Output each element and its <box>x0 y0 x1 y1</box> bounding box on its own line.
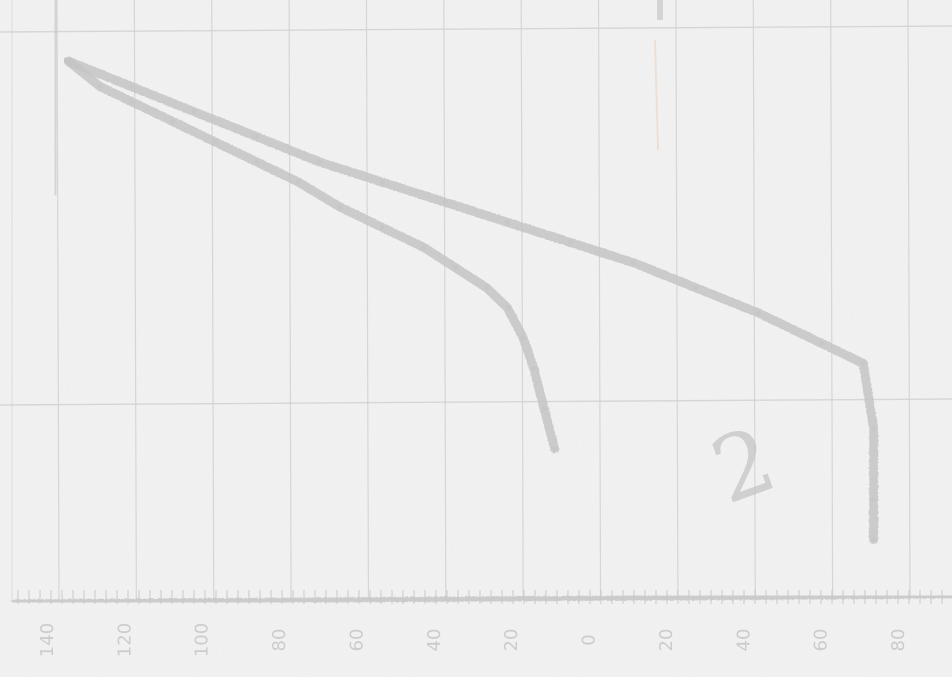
series-1-point <box>296 179 302 185</box>
gridline-vertical <box>520 0 524 601</box>
series-1-point <box>170 119 176 125</box>
series-2-point <box>505 219 511 225</box>
series-1-point <box>531 365 537 371</box>
gridline-vertical <box>752 0 756 601</box>
y-marker-line <box>52 0 59 196</box>
series-1-point <box>97 83 103 89</box>
x-tick-labels: 140 120 100 80 60 40 20 0 20 40 60 80 <box>37 623 909 657</box>
series-1-point <box>520 335 526 341</box>
x-axis-line <box>11 593 952 605</box>
series-2-point <box>379 179 385 185</box>
gridline-vertical <box>597 0 602 601</box>
x-tick-label: 60 <box>346 629 367 652</box>
series-2-point <box>818 340 824 346</box>
gridline-vertical <box>365 0 370 601</box>
x-tick-label: 20 <box>656 629 677 652</box>
x-tick-label: 100 <box>192 623 213 657</box>
series-2-point <box>128 83 134 89</box>
series-2-point <box>871 496 877 502</box>
x-tick-label: 40 <box>424 629 445 652</box>
axes <box>11 0 952 605</box>
gridline-vertical <box>443 0 447 601</box>
series-1-point <box>379 224 385 230</box>
series-1-point <box>212 139 218 145</box>
series-2-point <box>316 159 322 165</box>
gridline-vertical <box>211 0 215 601</box>
series-2-point <box>254 134 260 140</box>
series-2-point <box>860 360 866 366</box>
x-tick-label: 20 <box>501 629 522 652</box>
series-1-point <box>421 245 427 251</box>
gridline-horizontal <box>0 25 952 33</box>
gridline-horizontal <box>0 398 952 406</box>
x-tick-label: 60 <box>811 629 832 652</box>
series-layer <box>64 56 879 545</box>
series-2-point <box>65 58 71 64</box>
series-1-point <box>484 285 490 291</box>
series-2-point <box>567 239 573 245</box>
series-1-point <box>128 98 134 104</box>
series-2-point <box>756 310 762 316</box>
series-2-point <box>442 199 448 205</box>
series-2-point <box>871 426 877 432</box>
gridline-vertical <box>907 0 911 601</box>
series-1-point <box>254 159 260 165</box>
x-tick-label: 140 <box>37 623 58 657</box>
series-2-point <box>693 285 699 291</box>
x-tick-label: 80 <box>888 629 909 652</box>
x-tick-label: 80 <box>269 629 290 652</box>
x-tick-label: 40 <box>733 629 754 652</box>
gridline-vertical <box>675 0 679 601</box>
gridline-vertical <box>830 0 834 601</box>
x-tick-label: 0 <box>579 634 600 645</box>
grid <box>0 0 952 601</box>
accent-line <box>654 39 659 151</box>
series-1-point <box>541 406 547 412</box>
x-tick-label: 120 <box>114 623 135 657</box>
series-1-point <box>452 265 458 271</box>
series-1-point <box>505 305 511 311</box>
series-1-point <box>552 446 558 452</box>
series-2-point <box>630 260 636 266</box>
series-2-point <box>191 109 197 115</box>
series-2-point <box>871 537 877 543</box>
series-1-point <box>337 204 343 210</box>
gridline-vertical <box>288 0 292 601</box>
